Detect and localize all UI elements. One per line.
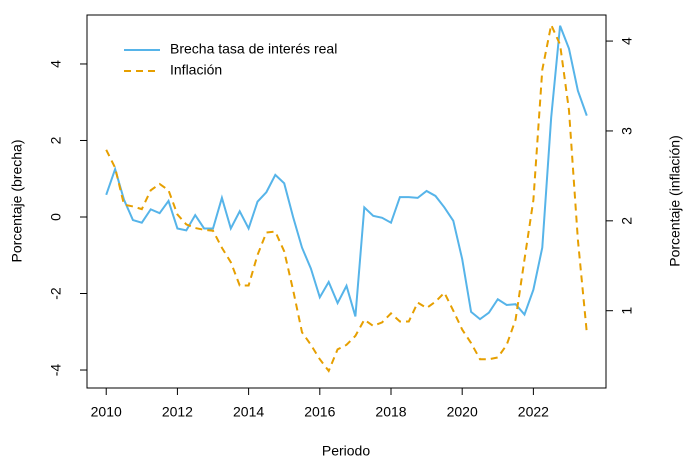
y-tick-label: 4 bbox=[48, 60, 64, 68]
y-axis-label: Porcentaje (brecha) bbox=[9, 140, 25, 263]
x-axis-label: Periodo bbox=[322, 443, 370, 459]
y2-tick-label: 4 bbox=[619, 37, 635, 45]
y-tick-label: -2 bbox=[48, 287, 64, 300]
y-tick-label: 2 bbox=[48, 136, 64, 144]
y-tick-label: -4 bbox=[48, 364, 64, 377]
x-tick-label: 2010 bbox=[91, 404, 122, 420]
series-line bbox=[105, 25, 588, 321]
legend-label: Inflación bbox=[170, 62, 222, 78]
y2-tick-label: 3 bbox=[619, 127, 635, 135]
y2-tick-label: 2 bbox=[619, 217, 635, 225]
y2-tick-label: 1 bbox=[619, 307, 635, 315]
series-line bbox=[105, 21, 588, 373]
legend-label: Brecha tasa de interés real bbox=[170, 41, 337, 57]
x-tick-label: 2020 bbox=[447, 404, 478, 420]
y-tick-label: 0 bbox=[48, 213, 64, 221]
x-tick-label: 2022 bbox=[518, 404, 549, 420]
x-tick-label: 2016 bbox=[304, 404, 335, 420]
plot-frame bbox=[86, 14, 607, 389]
y2-axis-label: Porcentaje (inflación) bbox=[667, 135, 683, 267]
x-tick-label: 2014 bbox=[233, 404, 264, 420]
x-tick-label: 2012 bbox=[162, 404, 193, 420]
x-tick-label: 2018 bbox=[375, 404, 406, 420]
